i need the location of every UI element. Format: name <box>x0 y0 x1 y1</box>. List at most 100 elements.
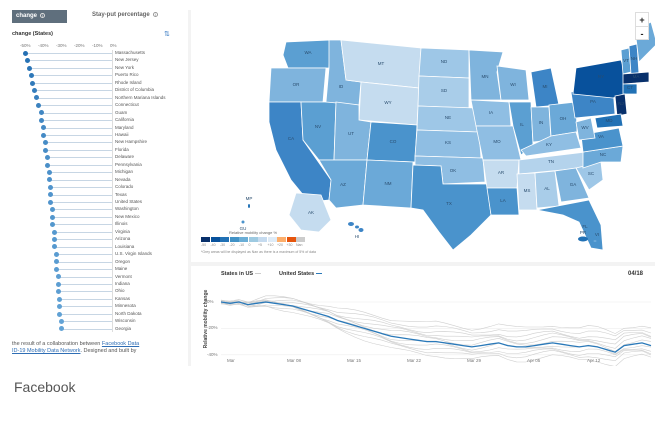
state-row[interactable]: District of Columbia <box>12 87 188 94</box>
lollipop-dot <box>55 281 61 287</box>
state-row[interactable]: Texas <box>12 192 188 199</box>
territory-PR <box>578 236 588 242</box>
x-tick: Apr 12 <box>587 358 601 363</box>
continental-us <box>268 21 655 251</box>
state-row[interactable]: Arizona <box>12 236 188 243</box>
us-series-line <box>220 301 652 353</box>
state-row[interactable]: New York <box>12 65 188 72</box>
state-name: Northern Mariana Islands <box>115 94 166 100</box>
state-row[interactable]: Guam <box>12 110 188 117</box>
state-row[interactable]: New Hampshire <box>12 139 188 146</box>
state-row[interactable]: Vermont <box>12 274 188 281</box>
state-row[interactable]: United States <box>12 199 188 206</box>
state-name: Virginia <box>115 228 130 234</box>
credit-link-facebook[interactable]: Facebook Data <box>101 341 140 347</box>
legend-swatch <box>210 237 220 242</box>
state-row[interactable]: New Mexico <box>12 214 188 221</box>
lollipop-dot <box>23 50 29 56</box>
state-row[interactable]: California <box>12 117 188 124</box>
lollipop-stem <box>50 194 112 196</box>
axis-tick: -20% <box>74 43 85 48</box>
state-row[interactable]: Minnesota <box>12 303 188 310</box>
state-WV <box>575 117 596 141</box>
state-row[interactable]: Hawaii <box>12 132 188 139</box>
state-label-va: VA <box>598 134 604 139</box>
info-icon[interactable]: i <box>152 12 158 17</box>
state-row[interactable]: Puerto Rico <box>12 72 188 79</box>
state-row[interactable]: Illinois <box>12 221 188 228</box>
state-row[interactable]: Northern Mariana Islands <box>12 95 188 102</box>
state-label-ny: NY <box>598 74 604 79</box>
lollipop-stem <box>54 246 112 248</box>
state-row[interactable]: Indiana <box>12 281 188 288</box>
state-row[interactable]: Oregon <box>12 259 188 266</box>
state-HI <box>348 222 364 232</box>
sort-icon[interactable]: ⇅ <box>164 31 170 38</box>
lollipop-dot <box>39 117 45 123</box>
state-row[interactable]: Virginia <box>12 229 188 236</box>
lollipop-stem <box>49 179 112 181</box>
state-row[interactable]: New Jersey <box>12 57 188 64</box>
state-label-wy: WY <box>384 100 391 105</box>
state-row[interactable]: Connecticut <box>12 102 188 109</box>
axis-tick: -10% <box>92 43 103 48</box>
dashboard-screenshot: change i Stay-put percentage i change (Sta… <box>12 10 655 366</box>
state-label-wi: WI <box>510 82 516 87</box>
zoom-out-button[interactable]: - <box>640 29 644 39</box>
state-label-ms: MS <box>524 188 531 193</box>
chart-gridlines <box>221 301 651 356</box>
lollipop-stem <box>56 254 112 255</box>
state-row[interactable]: Rhode Island <box>12 80 188 87</box>
lollipop-dot <box>57 296 63 302</box>
mobility-line-chart[interactable]: States in US United States 04/18 Relativ… <box>191 266 655 366</box>
state-label-mn: MN <box>482 74 489 79</box>
state-label-sd: SD <box>441 88 448 93</box>
tab-stay-put[interactable]: Stay-put percentage i <box>92 12 158 18</box>
legend-united-states[interactable]: United States <box>279 271 323 277</box>
x-tick: Mar 08 <box>287 358 302 363</box>
state-label-il: IL <box>520 122 524 127</box>
tab-change[interactable]: change i <box>12 10 67 23</box>
state-row[interactable]: Wisconsin <box>12 318 188 325</box>
lollipop-stem <box>52 216 112 218</box>
state-name: New Mexico <box>115 213 140 219</box>
lollipop-dot <box>26 65 32 71</box>
state-row[interactable]: Pennsylvania <box>12 162 188 169</box>
credit-text: the result of a collaboration between Fa… <box>12 341 139 355</box>
state-row[interactable]: Florida <box>12 147 188 154</box>
state-row[interactable]: Georgia <box>12 326 188 333</box>
map-legend: Relative mobility change % -50 -40 -30 -20-… <box>201 230 321 254</box>
zoom-in-button[interactable]: + <box>636 13 648 27</box>
state-row[interactable]: Delaware <box>12 154 188 161</box>
lollipop-dot <box>51 229 57 235</box>
territory-VI <box>593 240 597 242</box>
legend-note: *Grey areas will be displayed as Nan as … <box>201 250 316 254</box>
lollipop-dot <box>33 95 39 101</box>
state-row[interactable]: Louisiana <box>12 244 188 251</box>
lollipop-dot <box>42 147 48 153</box>
state-row[interactable]: Massachusetts <box>12 50 188 57</box>
state-row[interactable]: North Dakota <box>12 311 188 318</box>
state-series-line <box>220 301 652 366</box>
legend-label: +20 <box>277 243 283 247</box>
state-row[interactable]: Michigan <box>12 169 188 176</box>
credit-link-network[interactable]: ID-19 Mobility Data Network <box>12 348 81 354</box>
state-name: Maine <box>115 266 128 272</box>
state-row[interactable]: U.S. Virgin Islands <box>12 251 188 258</box>
state-series-line <box>220 300 652 362</box>
lollipop-stem <box>52 224 112 225</box>
legend-states-in-us[interactable]: States in US <box>221 271 261 277</box>
us-choropleth-map[interactable]: WA OR CA NV ID MT WY UT AZ CO NM ND SD NE KS OK TX MN IA MO… <box>191 10 655 262</box>
state-row[interactable]: Kansas <box>12 296 188 303</box>
state-row[interactable]: Nevada <box>12 177 188 184</box>
lollipop-stem <box>59 306 112 307</box>
state-row[interactable]: Ohio <box>12 288 188 295</box>
state-row[interactable]: Maryland <box>12 125 188 132</box>
state-row[interactable]: Washington <box>12 206 188 213</box>
state-row[interactable]: Maine <box>12 266 188 273</box>
lollipop-dot <box>48 184 54 190</box>
lollipop-stem <box>59 313 112 315</box>
state-AK <box>288 192 332 233</box>
info-icon[interactable]: i <box>40 13 46 18</box>
state-row[interactable]: Colorado <box>12 184 188 191</box>
